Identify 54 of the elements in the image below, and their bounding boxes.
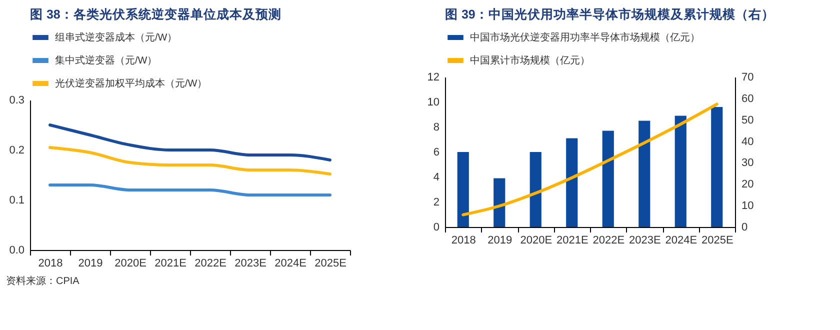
y2-tick-label: 50 <box>742 114 754 126</box>
y-tick-label: 0.0 <box>9 244 24 256</box>
x-tick-label: 2022E <box>592 234 625 246</box>
y-tick-label: 4 <box>433 172 440 184</box>
y-tick-label: 2 <box>433 196 440 208</box>
y2-tick-label: 60 <box>742 92 754 105</box>
x-tick-label: 2023E <box>628 234 661 246</box>
x-tick-label: 2019 <box>488 234 512 246</box>
y-tick-label: 10 <box>427 96 440 108</box>
x-tick-label: 2022E <box>194 258 226 270</box>
line-series <box>48 146 332 176</box>
legend-label: 中国市场光伏逆变器用功率半导体市场规模（亿元） <box>470 32 700 44</box>
bar <box>602 130 614 227</box>
y2-tick-label: 10 <box>742 200 754 212</box>
y2-tick-label: 40 <box>742 136 754 148</box>
legend-label: 光伏逆变器加权平均成本（元/W） <box>55 78 208 90</box>
x-tick-label: 2021E <box>154 258 186 270</box>
x-tick-label: 2020E <box>114 258 146 270</box>
y-tick-label: 0.2 <box>9 144 24 156</box>
x-tick-label: 2024E <box>665 234 698 246</box>
x-tick-label: 2018 <box>38 258 63 270</box>
y-tick-label: 0 <box>433 222 440 234</box>
y-tick-label: 0.1 <box>9 194 24 206</box>
x-tick-label: 2021E <box>556 234 588 246</box>
x-tick-label: 2024E <box>274 258 306 270</box>
x-tick-label: 2025E <box>701 234 734 246</box>
line-series <box>48 124 332 162</box>
y-tick-label: 6 <box>433 146 440 158</box>
bar <box>530 152 542 227</box>
legend-label: 集中式逆变器（元/W） <box>55 54 158 66</box>
y2-tick-label: 20 <box>742 178 754 191</box>
y-tick-label: 0.3 <box>9 94 24 106</box>
x-tick-label: 2025E <box>314 258 346 270</box>
legend-label: 中国累计市场规模（亿元） <box>470 54 590 66</box>
chart-title: 图 38：各类光伏系统逆变器单位成本及预测 <box>30 6 282 22</box>
y2-tick-label: 70 <box>742 72 754 84</box>
bar <box>457 152 469 227</box>
y2-tick-label: 30 <box>742 157 754 170</box>
x-tick-label: 2023E <box>234 258 266 270</box>
legend-label: 组串式逆变器成本（元/W） <box>55 32 178 44</box>
bar <box>638 120 650 227</box>
bar <box>566 138 578 227</box>
x-tick-label: 2020E <box>520 234 552 246</box>
chart-title: 图 39：中国光伏用功率半导体市场规模及累计规模（右） <box>445 6 774 22</box>
y2-tick-label: 0 <box>742 222 748 234</box>
text: 资料来源：CPIA <box>5 274 80 288</box>
bar <box>674 116 686 227</box>
y-tick-label: 12 <box>427 72 440 84</box>
x-tick-label: 2019 <box>78 258 103 270</box>
bar <box>494 178 506 227</box>
y-tick-label: 8 <box>433 122 440 134</box>
x-tick-label: 2018 <box>451 234 476 246</box>
bar <box>711 107 723 227</box>
line-series <box>462 102 718 216</box>
